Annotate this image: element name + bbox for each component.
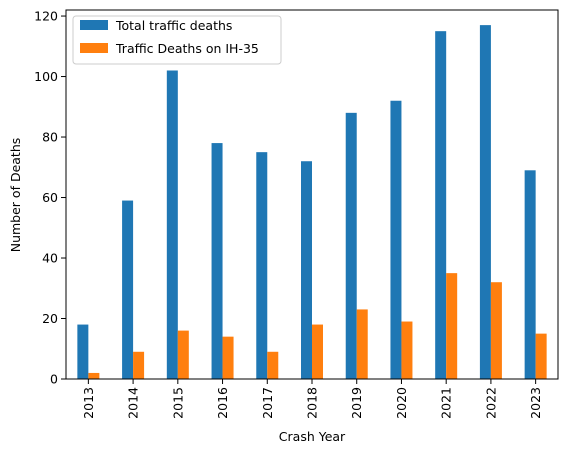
- x-tick-label-2021: 2021: [439, 387, 454, 419]
- bar-total-2017: [256, 152, 268, 379]
- bar-ih35-2022: [490, 282, 502, 379]
- y-tick-label-40: 40: [42, 251, 58, 266]
- x-tick-label-2014: 2014: [126, 387, 141, 419]
- bar-ih35-2015: [177, 330, 189, 379]
- bar-total-2023: [524, 170, 536, 379]
- bar-ih35-2018: [312, 324, 323, 379]
- bar-ih35-2019: [356, 309, 368, 379]
- y-axis-label: Number of Deaths: [8, 138, 23, 253]
- bar-ih35-2021: [446, 273, 458, 379]
- x-tick-label-2013: 2013: [81, 387, 96, 419]
- y-tick-label-120: 120: [34, 9, 58, 24]
- x-tick-label-2019: 2019: [349, 387, 364, 419]
- x-tick-label-2022: 2022: [483, 387, 498, 419]
- y-axis: 0 20 40 60 80 100 120: [34, 9, 66, 387]
- x-tick-label-2023: 2023: [528, 387, 543, 419]
- legend-box: [72, 15, 282, 65]
- x-tick-label-2018: 2018: [305, 387, 320, 419]
- bar-total-2020: [390, 100, 402, 380]
- bar-total-2021: [435, 31, 447, 379]
- bar-ih35-2023: [535, 333, 547, 379]
- bar-total-2019: [345, 112, 357, 379]
- legend-label-total: Total traffic deaths: [115, 18, 232, 33]
- bar-total-2022: [479, 25, 491, 380]
- bar-ih35-2014: [133, 351, 145, 379]
- bar-ih35-2020: [401, 321, 413, 379]
- legend-swatch-ih35: [80, 43, 108, 53]
- y-tick-label-0: 0: [50, 372, 58, 387]
- bar-total-2015: [166, 70, 178, 380]
- bars-group: [77, 25, 547, 380]
- bar-total-2013: [77, 324, 89, 379]
- y-tick-label-80: 80: [42, 130, 58, 145]
- x-tick-label-2016: 2016: [215, 387, 230, 419]
- legend-swatch-total: [80, 20, 108, 30]
- y-tick-label-60: 60: [42, 190, 58, 205]
- bar-ih35-2013: [88, 372, 100, 379]
- bar-total-2016: [211, 143, 223, 379]
- legend: Total traffic deaths Traffic Deaths on I…: [72, 15, 282, 65]
- y-tick-label-20: 20: [42, 311, 58, 326]
- x-tick-label-2015: 2015: [170, 387, 185, 419]
- bar-ih35-2016: [222, 336, 234, 379]
- x-axis: 2013 2014 2015 2016 2017 2018 2019 2020 2021 2022…: [81, 379, 543, 419]
- y-tick-label-100: 100: [34, 69, 58, 84]
- x-tick-label-2020: 2020: [394, 387, 409, 419]
- bar-total-2014: [122, 200, 134, 379]
- bar-ih35-2017: [267, 351, 279, 379]
- legend-label-ih35: Traffic Deaths on IH-35: [115, 41, 259, 56]
- bar-total-2018: [301, 161, 312, 379]
- x-axis-label: Crash Year: [279, 429, 346, 444]
- x-tick-label-2017: 2017: [260, 387, 275, 419]
